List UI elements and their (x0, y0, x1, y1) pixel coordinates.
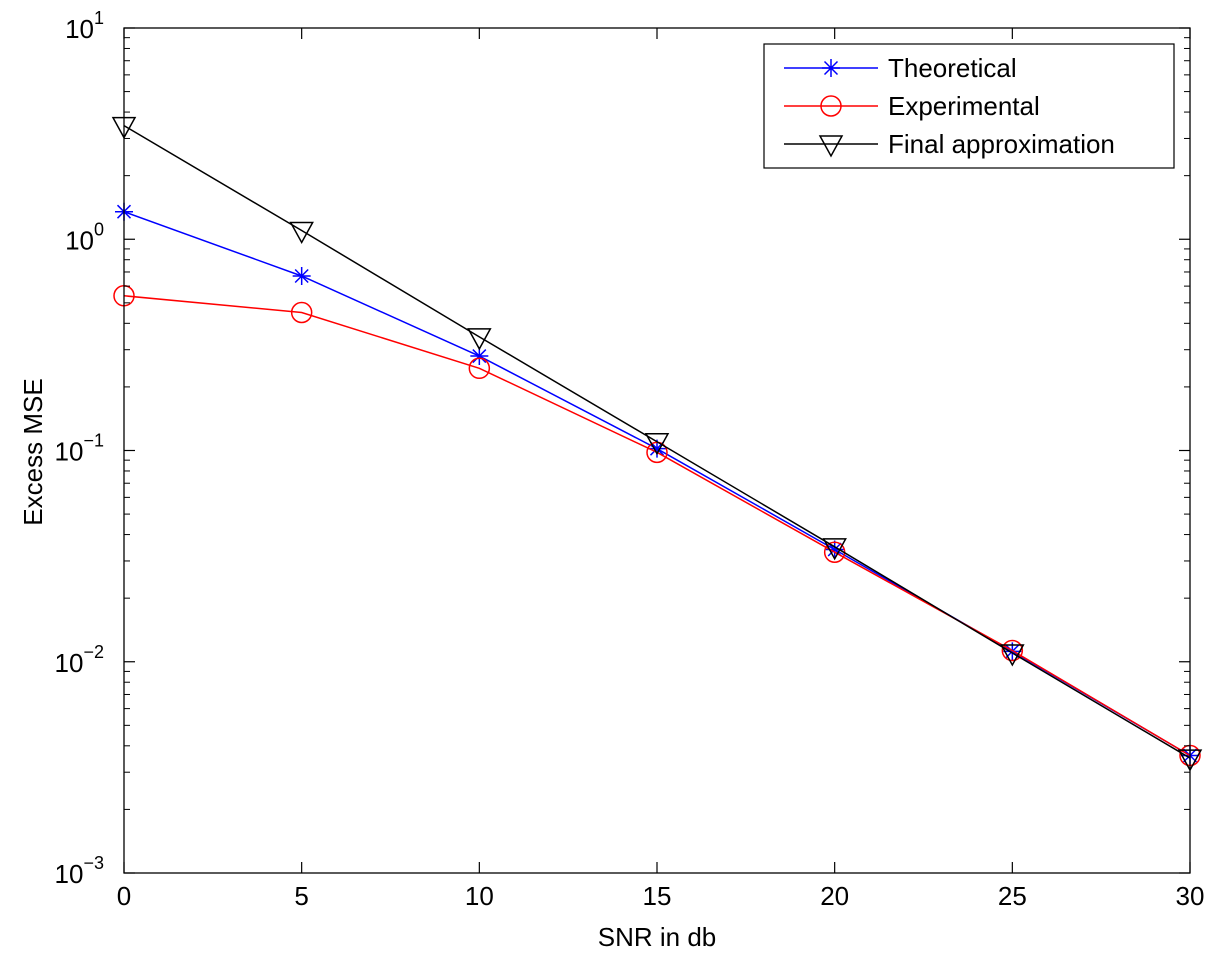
data-point-series-3 (1000, 644, 1025, 667)
data-point-series-3 (467, 328, 492, 351)
y-tick-label-base: 10 (55, 859, 84, 889)
x-tick-label: 5 (294, 881, 308, 911)
x-tick-label: 0 (117, 881, 131, 911)
y-tick-label-base: 10 (55, 648, 84, 678)
y-tick-label-exponent: 1 (94, 8, 104, 28)
x-tick-label: 15 (643, 881, 672, 911)
y-tick-label: 10−2 (55, 642, 104, 678)
y-tick-label-base: 10 (65, 14, 94, 44)
y-tick-label: 100 (65, 219, 104, 255)
legend-marker-3 (818, 135, 844, 158)
data-point-series-3 (289, 221, 314, 245)
data-point-series-2 (290, 301, 313, 324)
y-tick-label-base: 10 (55, 437, 84, 467)
y-axis-label: Excess MSE (18, 378, 48, 525)
y-tick-label: 10−1 (55, 431, 104, 467)
y-tick-label-exponent: 0 (94, 219, 104, 239)
y-tick-label-exponent: −1 (83, 431, 104, 451)
y-tick-label: 101 (65, 8, 104, 44)
x-axis-label: SNR in db (598, 922, 717, 952)
y-tick-label: 10−3 (55, 853, 104, 889)
data-point-series-3 (644, 433, 670, 456)
data-point-series-2 (468, 357, 491, 380)
x-tick-label: 20 (820, 881, 849, 911)
x-tick-label: 10 (465, 881, 494, 911)
y-tick-label-exponent: −3 (83, 853, 104, 873)
data-point-series-1 (825, 540, 844, 559)
legend-label-1: Theoretical (888, 53, 1017, 83)
y-tick-label-exponent: −2 (83, 642, 104, 662)
legend-label-3: Final approximation (888, 129, 1115, 159)
data-point-series-2 (1001, 639, 1024, 662)
legend-marker-1 (822, 59, 840, 77)
data-point-series-1 (292, 266, 311, 285)
series-line-3 (123, 124, 1191, 759)
data-point-series-3 (822, 538, 847, 561)
x-tick-label: 25 (998, 881, 1027, 911)
legend-label-2: Experimental (888, 91, 1040, 121)
x-tick-label: 30 (1176, 881, 1205, 911)
y-tick-label-base: 10 (65, 225, 94, 255)
data-point-series-1 (648, 439, 666, 458)
legend-marker-2 (820, 95, 842, 117)
data-point-series-1 (470, 347, 489, 366)
legend: Theoretical Experimental Final approximati… (763, 43, 1175, 169)
